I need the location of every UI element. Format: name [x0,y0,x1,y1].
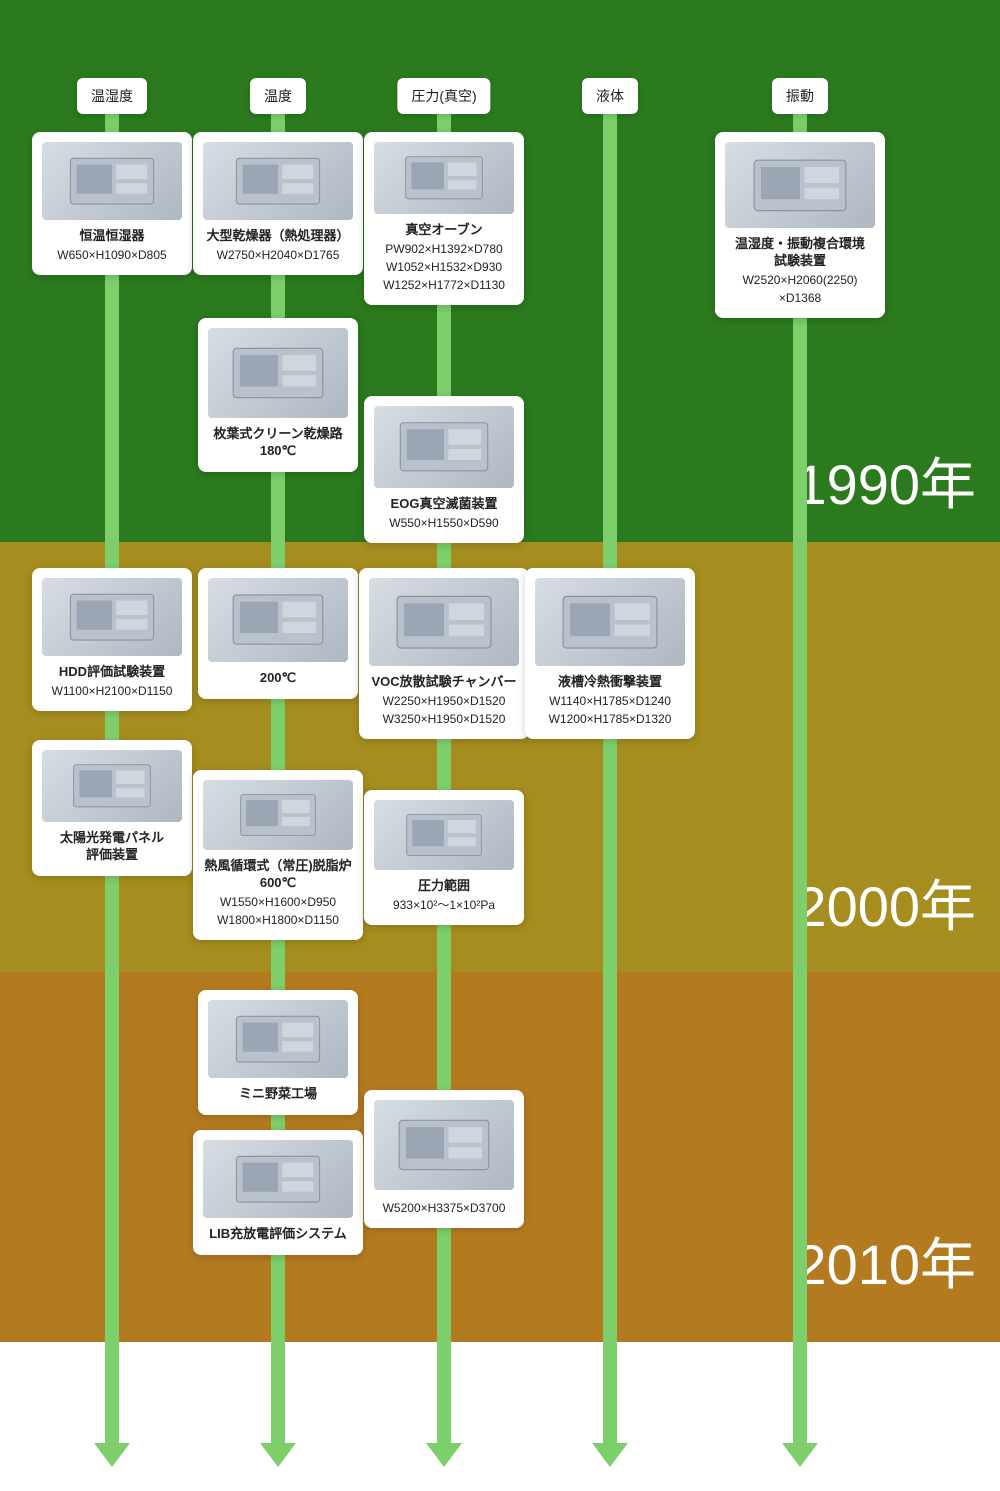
product-image [203,142,353,220]
product-image [374,1100,514,1190]
product-title: 大型乾燥器（熱処理器） [206,228,349,245]
product-title: LIB充放電評価システム [209,1226,347,1243]
product-card-1: 大型乾燥器（熱処理器） W2750×H2040×D1765 [193,132,363,275]
product-title: ミニ野菜工場 [239,1086,317,1103]
product-dim: W2250×H1950×D1520 [383,693,506,709]
product-card-11: 熱風循環式（常圧)脱脂炉600℃ W1550×H1600×D950 W1800×H1… [193,770,363,940]
product-card-2: 真空オーブン PW902×H1392×D780 W1052×H1532×D930 W1… [364,132,524,305]
product-image [369,578,519,666]
product-image [203,1140,353,1218]
product-card-10: 太陽光発電パネル評価装置 [32,740,192,876]
product-dim: W1252×H1772×D1130 [383,277,505,293]
column-header-pressure: 圧力(真空) [397,78,490,114]
column-header-temp_humidity: 温湿度 [77,78,147,114]
timeline-arrow-head-pressure [426,1443,462,1467]
product-image [208,328,348,418]
product-title: 枚葉式クリーン乾燥路180℃ [213,426,342,460]
product-title: 熱風循環式（常圧)脱脂炉600℃ [204,858,351,892]
column-header-temp: 温度 [250,78,306,114]
product-image [535,578,685,666]
product-dim: W650×H1090×D805 [57,247,166,263]
product-dim: W1140×H1785×D1240 [549,693,671,709]
timeline-arrow-liquid [603,100,617,1443]
product-dim: W1052×H1532×D930 [386,259,502,275]
product-dim: PW902×H1392×D780 [385,241,502,257]
timeline-arrow-head-vibration [782,1443,818,1467]
product-title: HDD評価試験装置 [59,664,165,681]
timeline-arrow-head-temp_humidity [94,1443,130,1467]
product-card-15: W5200×H3375×D3700 [364,1090,524,1228]
era-label-1: 2000年 [795,862,976,943]
product-image [208,578,348,662]
product-image [42,578,182,656]
product-image [42,750,182,822]
product-title: EOG真空滅菌装置 [391,496,498,513]
product-title: 恒温恒湿器 [79,228,144,245]
product-title: 真空オーブン [405,222,482,239]
product-dim: 933×10²～1×10²Pa [393,897,495,913]
product-card-14: LIB充放電評価システム [193,1130,363,1255]
product-image [374,800,514,870]
product-title: 太陽光発電パネル評価装置 [60,830,164,864]
era-label-2: 2010年 [795,1220,976,1301]
product-card-7: 200℃ [198,568,358,699]
product-title: 液槽冷熱衝撃装置 [558,674,662,691]
product-dim: W1550×H1600×D950 [220,894,336,910]
product-card-13: ミニ野菜工場 [198,990,358,1115]
product-image [374,142,514,214]
product-dim: W2520×H2060(2250) [742,272,857,288]
product-dim: W5200×H3375×D3700 [383,1200,506,1216]
product-card-5: EOG真空滅菌装置 W550×H1550×D590 [364,396,524,543]
product-dim: W1100×H2100×D1150 [52,683,173,699]
product-image [208,1000,348,1078]
product-image [203,780,353,850]
product-dim: W2750×H2040×D1765 [217,247,340,263]
era-label-0: 1990年 [795,440,976,521]
column-header-liquid: 液体 [582,78,638,114]
product-card-8: VOC放散試験チャンバー W2250×H1950×D1520 W3250×H1950… [359,568,529,739]
product-title: 圧力範囲 [418,878,470,895]
product-card-12: 圧力範囲 933×10²～1×10²Pa [364,790,524,925]
product-dim: W1800×H1800×D1150 [217,912,339,928]
product-title: 温湿度・振動複合環境試験装置 [735,236,865,270]
product-card-4: 枚葉式クリーン乾燥路180℃ [198,318,358,472]
timeline-arrow-head-liquid [592,1443,628,1467]
product-image [374,406,514,488]
product-dim: W550×H1550×D590 [389,515,498,531]
product-card-9: 液槽冷熱衝撃装置 W1140×H1785×D1240 W1200×H1785×D13… [525,568,695,739]
timeline-canvas: 1990年 2000年 2010年 温湿度 温度 圧力(真空) 液体 振動恒温恒湿器 W650×… [0,0,1000,1491]
product-dim: W1200×H1785×D1320 [549,711,672,727]
product-card-0: 恒温恒湿器 W650×H1090×D805 [32,132,192,275]
timeline-arrow-head-temp [260,1443,296,1467]
product-image [725,142,875,228]
product-image [42,142,182,220]
product-title: VOC放散試験チャンバー [371,674,516,691]
product-card-6: HDD評価試験装置 W1100×H2100×D1150 [32,568,192,711]
product-dim: ×D1368 [779,290,821,306]
product-card-3: 温湿度・振動複合環境試験装置 W2520×H2060(2250) ×D1368 [715,132,885,318]
product-title: 200℃ [260,670,296,687]
product-dim: W3250×H1950×D1520 [383,711,506,727]
column-header-vibration: 振動 [772,78,828,114]
